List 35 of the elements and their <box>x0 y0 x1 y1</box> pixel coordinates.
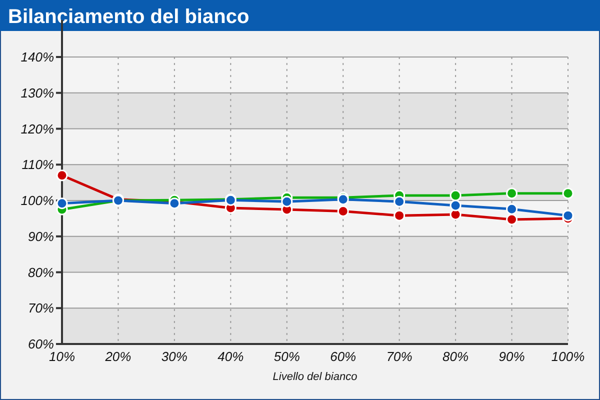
point <box>506 214 518 226</box>
point <box>562 210 574 222</box>
y-tick-label: 120% <box>20 121 54 136</box>
point <box>562 188 574 200</box>
y-tick-label: 70% <box>28 300 54 316</box>
x-tick-label: 20% <box>104 349 132 364</box>
point <box>450 208 462 220</box>
point <box>337 206 349 218</box>
x-tick-label: 40% <box>218 349 244 364</box>
y-tick-label: 130% <box>20 85 54 100</box>
y-tick-label: 110% <box>22 157 54 172</box>
x-axis-title: Livello del bianco <box>272 371 358 383</box>
point <box>506 188 518 200</box>
point <box>56 198 68 210</box>
x-tick-label: 90% <box>498 349 525 364</box>
x-tick-label: 60% <box>330 349 356 364</box>
x-tick-label: 100% <box>551 349 585 364</box>
point <box>450 190 462 202</box>
y-tick-label: 100% <box>20 193 54 208</box>
x-tick-label: 10% <box>48 349 76 364</box>
y-tick-label: 90% <box>28 228 54 244</box>
x-tick-label: 70% <box>386 349 412 364</box>
y-tick-label: 60% <box>28 336 54 352</box>
point <box>281 196 293 208</box>
y-tick-label: 140% <box>20 50 54 65</box>
y-tick-label: 80% <box>28 264 54 280</box>
x-tick-label: 30% <box>161 349 188 364</box>
point <box>56 170 68 182</box>
point <box>394 196 406 208</box>
point <box>394 210 406 222</box>
point <box>450 200 462 212</box>
chart-title: Bilanciamento del bianco <box>8 6 250 28</box>
x-tick-label: 50% <box>274 349 300 364</box>
point <box>506 203 518 215</box>
x-tick-label: 80% <box>442 349 469 364</box>
